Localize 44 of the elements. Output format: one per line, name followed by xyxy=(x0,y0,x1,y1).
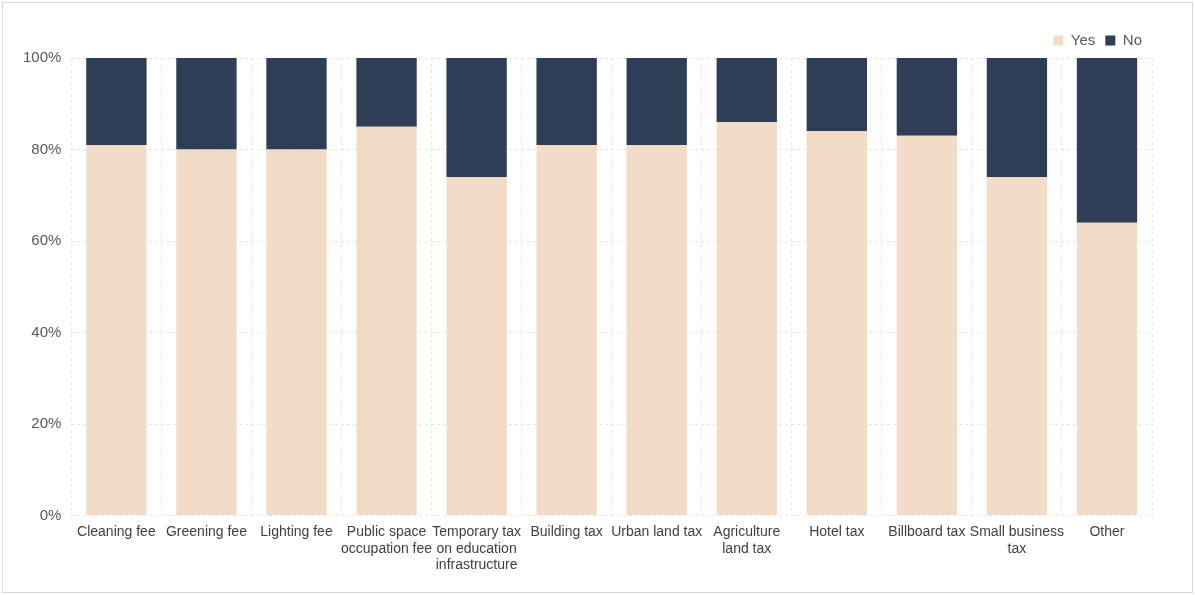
bar xyxy=(896,58,958,136)
legend-label: No xyxy=(1122,30,1143,48)
bar xyxy=(266,149,327,516)
x-tick-label: Other xyxy=(1089,522,1125,539)
bar xyxy=(266,58,327,150)
legend-label: Yes xyxy=(1070,30,1096,48)
x-tick-label: Cleaning fee xyxy=(77,522,156,539)
bar xyxy=(986,176,1048,516)
y-tick-label: 0% xyxy=(39,505,62,523)
bar xyxy=(896,135,958,516)
y-tick-label: 60% xyxy=(31,231,62,249)
y-tick-label: 40% xyxy=(31,322,62,340)
bar xyxy=(176,149,237,516)
bar xyxy=(626,58,687,145)
y-tick-label: 100% xyxy=(22,48,62,66)
bar xyxy=(446,176,507,516)
bar xyxy=(716,58,777,123)
x-tick-label: Billboard tax xyxy=(888,522,966,539)
y-tick-label: 80% xyxy=(31,139,62,157)
x-tick-label: Urban land tax xyxy=(611,522,703,539)
bar xyxy=(626,144,687,516)
bar xyxy=(356,58,417,127)
bar xyxy=(176,58,237,150)
x-tick-label: Temporary tax on education infrastructure xyxy=(432,522,521,573)
bar xyxy=(1076,58,1138,223)
bar xyxy=(446,58,507,177)
bar xyxy=(986,58,1048,177)
bar xyxy=(536,144,597,516)
x-tick-label: Lighting fee xyxy=(260,522,333,539)
bar xyxy=(1076,222,1138,516)
x-tick-label: Greening fee xyxy=(165,522,248,539)
bar xyxy=(716,122,777,516)
bar xyxy=(806,58,867,132)
x-tick-label: Building tax xyxy=(530,522,603,539)
bar xyxy=(86,58,147,145)
bar xyxy=(356,126,417,516)
bar xyxy=(86,144,147,516)
bar xyxy=(806,131,867,516)
y-tick-label: 20% xyxy=(31,414,62,432)
bar xyxy=(536,58,597,145)
x-tick-label: Hotel tax xyxy=(809,522,865,539)
x-tick-label: Small business tax xyxy=(969,522,1064,556)
x-tick-label: Public space occupation fee xyxy=(341,522,433,556)
x-tick-label: Agriculture land tax xyxy=(713,522,781,556)
